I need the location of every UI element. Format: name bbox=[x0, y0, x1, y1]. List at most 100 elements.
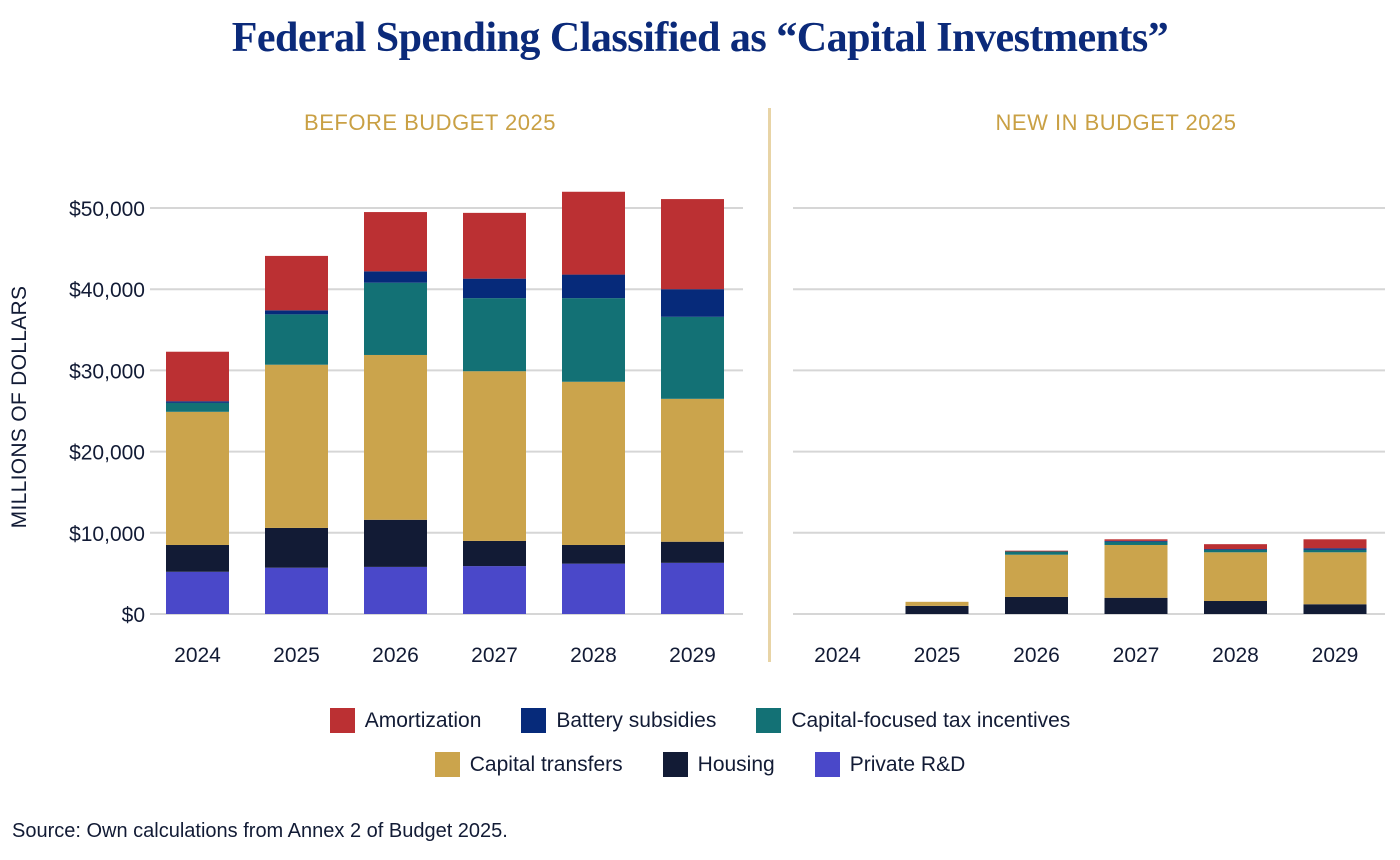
bar-segment-capital-transfers bbox=[1005, 554, 1068, 597]
bar-segment-housing bbox=[166, 544, 229, 572]
bar-segment-battery bbox=[1303, 548, 1367, 550]
bar-segment-capital-transfers bbox=[905, 601, 969, 606]
bar-segment-housing bbox=[1005, 596, 1068, 614]
bar-segment-amortization bbox=[562, 191, 625, 275]
bar-segment-capital-transfers bbox=[562, 381, 625, 545]
bar-segment-private-rd bbox=[265, 567, 328, 614]
source-note: Source: Own calculations from Annex 2 of… bbox=[12, 820, 508, 842]
bar-segment-amortization bbox=[364, 212, 427, 272]
legend-swatch bbox=[814, 752, 840, 777]
y-tick-label: $0 bbox=[122, 604, 145, 627]
legend-item-housing: Housing bbox=[662, 752, 775, 777]
bar-segment-capital-transfers bbox=[463, 371, 526, 541]
legend-item-tax-incentives: Capital-focused tax incentives bbox=[756, 708, 1070, 733]
y-tick-label: $20,000 bbox=[69, 442, 145, 465]
x-tick-label: 2026 bbox=[372, 644, 419, 667]
panel-title-new: NEW IN BUDGET 2025 bbox=[995, 110, 1237, 135]
bar-segment-tax-incentives bbox=[1303, 549, 1367, 553]
legend-row-1: Amortization Battery subsidies Capital-foc… bbox=[0, 708, 1400, 733]
bar-segment-housing bbox=[1104, 597, 1168, 614]
x-tick-label: 2024 bbox=[174, 644, 221, 667]
bar-segment-tax-incentives bbox=[265, 314, 328, 365]
bar-segment-capital-transfers bbox=[1104, 544, 1168, 598]
y-tick-label: $40,000 bbox=[69, 279, 145, 302]
bar-segment-housing bbox=[364, 519, 427, 567]
legend-row-2: Capital transfers Housing Private R&D bbox=[0, 752, 1400, 777]
bar-segment-private-rd bbox=[364, 566, 427, 614]
legend-label: Housing bbox=[697, 752, 775, 776]
legend-label: Private R&D bbox=[849, 752, 966, 776]
bar-segment-tax-incentives bbox=[166, 402, 229, 412]
legend-swatch bbox=[329, 708, 355, 733]
bar-segment-capital-transfers bbox=[1303, 552, 1367, 605]
legend-swatch bbox=[434, 752, 460, 777]
bar-segment-battery bbox=[1104, 540, 1168, 542]
legend-swatch bbox=[521, 708, 547, 733]
bar-segment-private-rd bbox=[562, 563, 625, 614]
panel-title-before: BEFORE BUDGET 2025 bbox=[304, 110, 556, 135]
bar-segment-housing bbox=[463, 540, 526, 567]
legend-item-battery: Battery subsidies bbox=[521, 708, 716, 733]
bar-segment-housing bbox=[562, 544, 625, 564]
bar-segment-tax-incentives bbox=[463, 298, 526, 372]
bar-segment-amortization bbox=[166, 351, 229, 402]
bar-segment-tax-incentives bbox=[1104, 541, 1168, 545]
x-tick-label: 2026 bbox=[1013, 644, 1060, 667]
bar-segment-housing bbox=[265, 527, 328, 568]
chart-canvas: $0 $10,000 $20,000 $30,000 $40,000 $50,000 202… bbox=[69, 191, 1385, 667]
bar-segment-amortization bbox=[463, 212, 526, 279]
bar-segment-battery bbox=[661, 289, 724, 317]
x-tick-label: 2025 bbox=[914, 644, 961, 667]
bar-segment-battery bbox=[166, 401, 229, 403]
bar-segment-amortization bbox=[1005, 550, 1068, 552]
bar-segment-capital-transfers bbox=[1204, 552, 1267, 602]
bar-segment-amortization bbox=[661, 199, 724, 290]
bar-segment-battery bbox=[562, 274, 625, 299]
bar-segment-capital-transfers bbox=[364, 354, 427, 520]
bar-segment-battery bbox=[364, 271, 427, 283]
y-tick-label: $50,000 bbox=[69, 198, 145, 221]
bar-segment-capital-transfers bbox=[166, 411, 229, 545]
x-tick-label: 2025 bbox=[273, 644, 320, 667]
legend-label: Capital transfers bbox=[469, 752, 623, 776]
x-tick-label: 2028 bbox=[570, 644, 617, 667]
legend-label: Capital-focused tax incentives bbox=[791, 708, 1071, 732]
bar-segment-battery bbox=[1204, 549, 1267, 550]
bar-segment-private-rd bbox=[166, 571, 229, 614]
legend-label: Battery subsidies bbox=[556, 708, 717, 732]
x-tick-label: 2029 bbox=[669, 644, 716, 667]
x-tick-label: 2029 bbox=[1312, 644, 1359, 667]
legend-swatch bbox=[662, 752, 688, 777]
bar-segment-private-rd bbox=[661, 562, 724, 614]
y-tick-label: $30,000 bbox=[69, 360, 145, 383]
bar-segment-battery bbox=[265, 310, 328, 315]
bar-segment-private-rd bbox=[463, 566, 526, 614]
bar-segment-amortization bbox=[1303, 539, 1367, 549]
x-tick-label: 2027 bbox=[471, 644, 518, 667]
legend-swatch bbox=[756, 708, 782, 733]
bar-segment-housing bbox=[1204, 601, 1267, 614]
legend-label: Amortization bbox=[364, 708, 482, 732]
bar-segment-amortization bbox=[1204, 544, 1267, 550]
bar-segment-housing bbox=[661, 541, 724, 563]
bar-segment-tax-incentives bbox=[1005, 551, 1068, 555]
y-tick-label: $10,000 bbox=[69, 523, 145, 546]
bar-segment-amortization bbox=[265, 255, 328, 311]
x-tick-label: 2027 bbox=[1113, 644, 1160, 667]
legend-item-private-rd: Private R&D bbox=[814, 752, 966, 777]
x-tick-label: 2024 bbox=[814, 644, 861, 667]
chart-title: Federal Spending Classified as “Capital … bbox=[231, 15, 1169, 61]
bar-segment-tax-incentives bbox=[1204, 549, 1267, 553]
bar-segment-amortization bbox=[1104, 539, 1168, 541]
bar-segment-housing bbox=[1303, 604, 1367, 614]
legend-item-capital-transfers: Capital transfers bbox=[434, 752, 623, 777]
x-tick-label: 2028 bbox=[1212, 644, 1259, 667]
bar-segment-tax-incentives bbox=[364, 282, 427, 355]
bar-segment-housing bbox=[905, 605, 969, 614]
bar-segment-tax-incentives bbox=[661, 316, 724, 399]
legend-item-amortization: Amortization bbox=[329, 708, 482, 733]
bar-segment-battery bbox=[463, 278, 526, 299]
panel-divider bbox=[768, 108, 771, 662]
bar-segment-capital-transfers bbox=[661, 398, 724, 542]
bar-segment-capital-transfers bbox=[265, 364, 328, 528]
